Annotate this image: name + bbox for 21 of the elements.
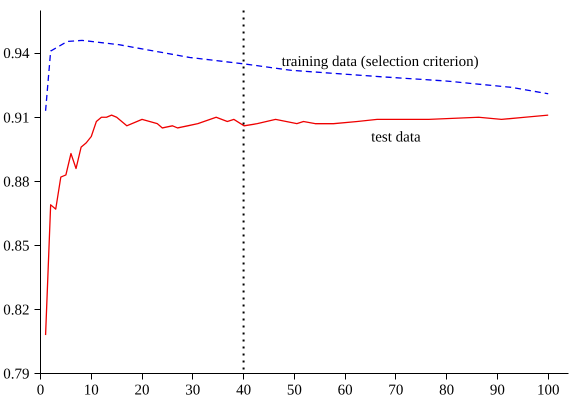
x-tick-label: 80 xyxy=(439,382,454,398)
y-tick-label: 0.94 xyxy=(3,46,30,62)
x-tick-label: 50 xyxy=(286,382,302,398)
x-tick-label: 30 xyxy=(185,382,200,398)
line-series xyxy=(44,114,549,336)
x-tick-label: 20 xyxy=(134,382,150,398)
x-tick-label: 60 xyxy=(338,382,353,398)
y-tick-label: 0.85 xyxy=(3,238,30,254)
y-tick-label: 0.88 xyxy=(3,174,30,190)
line-series xyxy=(44,40,549,112)
x-tick-label: 100 xyxy=(536,382,560,398)
x-tick-label: 10 xyxy=(84,382,99,398)
y-tick-label: 0.82 xyxy=(3,302,30,318)
y-tick-label: 0.79 xyxy=(3,366,30,382)
x-tick-label: 90 xyxy=(490,382,505,398)
x-tick-label: 40 xyxy=(236,382,252,398)
series-label: training data (selection criterion) xyxy=(282,54,479,70)
series-label: test data xyxy=(371,130,422,146)
x-tick-label: 70 xyxy=(388,382,404,398)
y-tick-label: 0.91 xyxy=(3,110,30,126)
x-tick-label: 0 xyxy=(36,382,44,398)
